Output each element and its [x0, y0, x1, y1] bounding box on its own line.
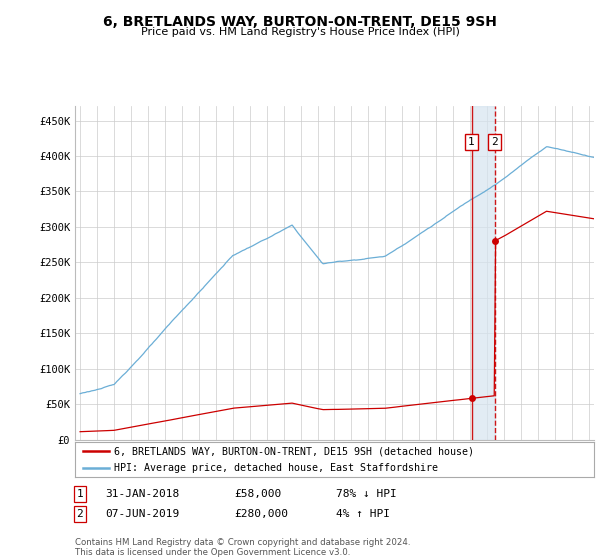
- Text: 6, BRETLANDS WAY, BURTON-ON-TRENT, DE15 9SH: 6, BRETLANDS WAY, BURTON-ON-TRENT, DE15 …: [103, 15, 497, 29]
- Text: Contains HM Land Registry data © Crown copyright and database right 2024.
This d: Contains HM Land Registry data © Crown c…: [75, 538, 410, 557]
- Text: 1: 1: [76, 489, 83, 499]
- Text: £280,000: £280,000: [234, 509, 288, 519]
- Text: 6, BRETLANDS WAY, BURTON-ON-TRENT, DE15 9SH (detached house): 6, BRETLANDS WAY, BURTON-ON-TRENT, DE15 …: [114, 446, 474, 456]
- Bar: [472, 106, 494, 440]
- Text: 1: 1: [468, 137, 475, 147]
- Text: Price paid vs. HM Land Registry's House Price Index (HPI): Price paid vs. HM Land Registry's House …: [140, 27, 460, 37]
- Text: £58,000: £58,000: [234, 489, 281, 499]
- Text: 31-JAN-2018: 31-JAN-2018: [105, 489, 179, 499]
- Text: 2: 2: [491, 137, 498, 147]
- Text: HPI: Average price, detached house, East Staffordshire: HPI: Average price, detached house, East…: [114, 463, 438, 473]
- Text: 2: 2: [76, 509, 83, 519]
- Text: 4% ↑ HPI: 4% ↑ HPI: [336, 509, 390, 519]
- Text: 78% ↓ HPI: 78% ↓ HPI: [336, 489, 397, 499]
- Text: 07-JUN-2019: 07-JUN-2019: [105, 509, 179, 519]
